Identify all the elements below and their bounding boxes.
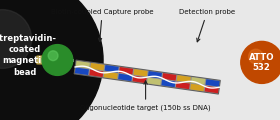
Ellipse shape (42, 45, 73, 75)
Polygon shape (132, 76, 147, 83)
Polygon shape (162, 73, 176, 81)
Polygon shape (76, 61, 90, 68)
Polygon shape (176, 82, 190, 89)
Polygon shape (161, 80, 176, 87)
Text: Oligonucleotide target (150b ss DNA): Oligonucleotide target (150b ss DNA) (80, 81, 211, 111)
Ellipse shape (48, 51, 58, 61)
Ellipse shape (0, 0, 103, 120)
Polygon shape (191, 77, 205, 85)
Polygon shape (74, 60, 220, 94)
Ellipse shape (249, 49, 263, 64)
Polygon shape (119, 67, 133, 75)
Polygon shape (90, 63, 104, 70)
Text: Detection probe: Detection probe (179, 9, 235, 42)
Polygon shape (205, 86, 219, 93)
Polygon shape (105, 65, 119, 72)
Polygon shape (177, 75, 191, 83)
Text: ATTO
532: ATTO 532 (249, 53, 275, 72)
Text: Streptavidin-
coated
magnetic
bead: Streptavidin- coated magnetic bead (0, 33, 56, 77)
Polygon shape (206, 79, 220, 87)
Text: Biotin-coupled Capture probe: Biotin-coupled Capture probe (51, 9, 153, 42)
Polygon shape (118, 74, 132, 81)
Polygon shape (190, 84, 204, 91)
Ellipse shape (0, 10, 32, 68)
Ellipse shape (241, 41, 280, 83)
Polygon shape (134, 69, 148, 77)
Polygon shape (75, 68, 89, 75)
Polygon shape (147, 78, 161, 85)
Polygon shape (89, 70, 103, 77)
Polygon shape (148, 71, 162, 79)
Polygon shape (104, 72, 118, 79)
Bar (66, 59, 74, 61)
FancyBboxPatch shape (36, 56, 56, 64)
